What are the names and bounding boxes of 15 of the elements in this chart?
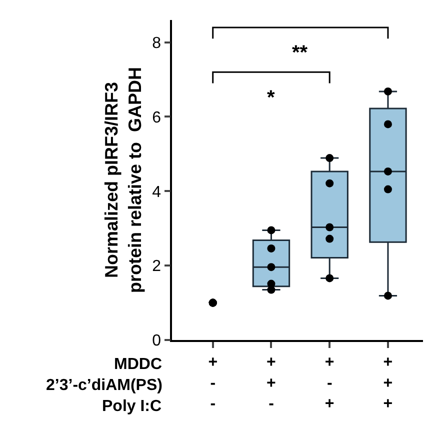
x-tick-label: + - +: [324, 354, 334, 413]
y-tick-label: 2: [152, 258, 162, 276]
text: 2’3’-c’diAM(PS): [46, 377, 162, 394]
annotation: **: [292, 42, 308, 64]
text: Poly I:C: [102, 398, 162, 415]
text: MDDC: [114, 356, 162, 373]
y-tick-label: 8: [152, 34, 162, 52]
y-tick-label: 4: [152, 184, 162, 201]
y-tick-label: 6: [152, 109, 162, 126]
x-tick-label: + - -: [208, 354, 218, 413]
annotation: *: [267, 87, 275, 109]
y-axis-title: Normalized pIRF3/IRF3 protein relative to GAPDH: [101, 66, 145, 294]
x-tick-label: + + +: [383, 354, 393, 413]
y-tick-label: 0: [152, 332, 162, 350]
x-tick-label: + + -: [266, 354, 276, 413]
